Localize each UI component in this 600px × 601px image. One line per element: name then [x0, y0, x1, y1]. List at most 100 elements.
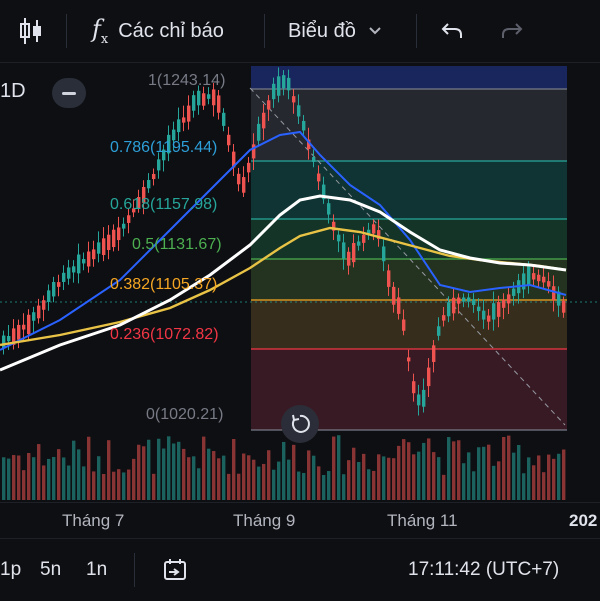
price-chart[interactable]: [0, 62, 600, 502]
candle-body: [547, 281, 551, 287]
candle-body: [17, 324, 21, 340]
volume-bar: [227, 473, 231, 500]
candle-body: [77, 254, 81, 274]
volume-bar: [537, 455, 541, 500]
candle-body: [277, 76, 281, 96]
candle-body: [312, 157, 316, 162]
candle-body: [552, 286, 556, 300]
volume-bar: [77, 449, 81, 500]
fib-level-label: 0.382(1105.37): [110, 276, 218, 293]
candle-body: [452, 297, 456, 314]
indicators-button[interactable]: fx Các chỉ báo: [92, 0, 224, 62]
bottom-divider: [134, 553, 135, 587]
volume-bar: [407, 442, 411, 500]
volume-bar: [362, 453, 366, 500]
candle-body: [407, 357, 411, 362]
candle-body: [212, 89, 216, 106]
date-range-icon[interactable]: [162, 557, 188, 588]
candle-body: [222, 112, 226, 126]
volume-bar: [192, 456, 196, 500]
undo-icon[interactable]: [440, 0, 464, 62]
candle-body: [102, 238, 106, 256]
timeframe-label[interactable]: 1D: [0, 80, 26, 102]
volume-bar: [122, 472, 126, 500]
volume-bar: [57, 449, 61, 500]
volume-bar: [22, 470, 26, 500]
volume-bar: [337, 435, 341, 500]
volume-bar: [172, 443, 176, 500]
candle-body: [542, 276, 546, 283]
volume-bar: [102, 474, 106, 500]
candle-body: [372, 224, 376, 234]
candlesticks: [2, 67, 566, 416]
volume-bar: [532, 465, 536, 500]
candles-icon[interactable]: [18, 0, 44, 62]
candle-body: [122, 223, 126, 229]
volume-bar: [462, 463, 466, 500]
candle-body: [257, 123, 261, 141]
volume-bar: [392, 458, 396, 500]
candle-body: [472, 299, 476, 306]
toolbar-divider: [66, 14, 67, 48]
volume-bar: [332, 436, 336, 500]
candle-body: [447, 302, 451, 317]
chart-type-button[interactable]: Biểu đồ: [288, 0, 382, 62]
volume-bar: [372, 470, 376, 500]
fib-retracement[interactable]: [0, 66, 600, 431]
volume-bar: [457, 440, 461, 500]
ma-line-white: [0, 194, 567, 372]
time-axis[interactable]: Tháng 7 Tháng 9 Tháng 11 202: [0, 502, 600, 539]
candle-body: [457, 297, 461, 304]
fib-level-label: 0(1020.21): [146, 406, 224, 423]
interval-1n[interactable]: 1n: [86, 559, 108, 580]
interval-5n[interactable]: 5n: [40, 559, 62, 580]
candle-body: [422, 389, 426, 407]
candle-body: [297, 105, 301, 117]
candle-body: [377, 230, 381, 240]
volume-bar: [17, 455, 21, 500]
candle-body: [507, 294, 511, 304]
volume-bar: [352, 447, 356, 500]
volume-bar: [387, 457, 391, 500]
volume-bar: [427, 438, 431, 500]
candle-body: [317, 173, 321, 182]
volume-bar: [127, 469, 131, 500]
redo-icon[interactable]: [500, 0, 524, 62]
volume-bar: [447, 437, 451, 500]
candle-body: [157, 159, 161, 171]
clock-time[interactable]: 17:11:42 (UTC+7): [408, 559, 560, 580]
candle-body: [42, 300, 46, 310]
volume-bar: [507, 435, 511, 500]
chart-type-label: Biểu đồ: [288, 19, 356, 42]
candle-body: [162, 149, 166, 161]
candle-body: [87, 251, 91, 267]
volume-bar: [277, 461, 281, 500]
volume-bar: [312, 455, 316, 500]
chart-canvas[interactable]: [0, 62, 600, 502]
candle-body: [197, 90, 201, 106]
candle-body: [147, 180, 151, 189]
fib-level-label: 0.236(1072.82): [110, 326, 219, 343]
candle-body: [497, 302, 501, 317]
volume-bar: [47, 458, 51, 500]
candle-body: [532, 273, 536, 280]
candle-body: [492, 303, 496, 320]
candle-body: [82, 259, 86, 264]
volume-bar: [267, 450, 271, 500]
volume-bar: [542, 472, 546, 500]
volume-bar: [132, 458, 136, 500]
candle-body: [512, 288, 516, 296]
interval-1p[interactable]: 1p: [0, 559, 22, 580]
collapse-button[interactable]: [52, 78, 86, 108]
volume-bar: [307, 450, 311, 500]
volume-bar: [367, 469, 371, 500]
candle-body: [182, 117, 186, 123]
volume-bar: [547, 454, 551, 500]
volume-bar: [202, 436, 206, 500]
volume-bar: [557, 453, 561, 500]
candle-body: [292, 96, 296, 103]
volume-bar: [7, 458, 11, 500]
candle-body: [262, 112, 266, 129]
reset-chart-button[interactable]: [281, 405, 319, 443]
candle-body: [307, 139, 311, 150]
